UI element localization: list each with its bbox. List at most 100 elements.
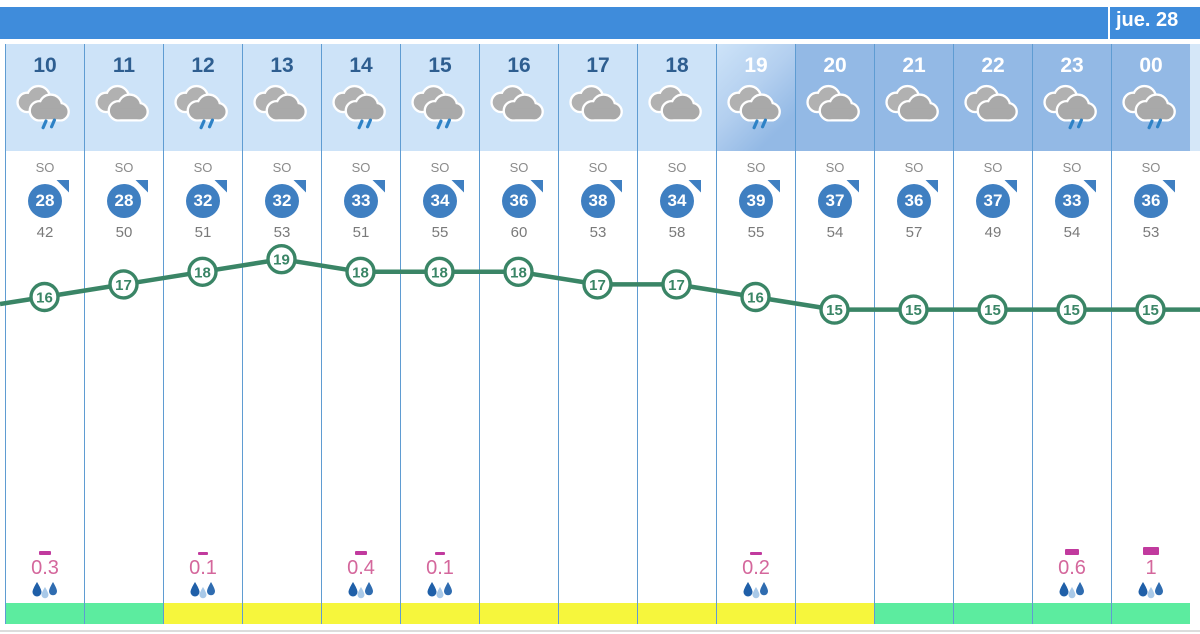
precipitation-cell	[243, 533, 321, 603]
hour-label: 22	[981, 54, 1005, 77]
raindrops-icon	[425, 581, 455, 603]
hour-column[interactable]: 15	[401, 44, 480, 624]
wind-speed-value: 32	[272, 190, 292, 210]
precipitation-cell: 0.3	[6, 533, 84, 603]
temperature-chart-area	[1033, 250, 1111, 533]
hour-column[interactable]: 17	[559, 44, 638, 624]
precipitation-bar	[354, 550, 368, 555]
wind-gust-value: 53	[1142, 224, 1160, 241]
condition-strip	[1033, 603, 1111, 624]
wind-speed-value: 34	[667, 190, 687, 210]
wind-speed-value: 37	[825, 190, 845, 210]
wind-direction-arrow-icon	[688, 179, 701, 193]
hour-column[interactable]: 20	[796, 44, 875, 624]
wind-gust-value: 57	[905, 224, 923, 241]
wind-gust-value: 51	[352, 224, 370, 241]
hour-header: 23	[1033, 44, 1111, 151]
wind-row: 36	[1112, 177, 1190, 224]
wind-row: 34	[638, 177, 716, 224]
wind-speed-value: 36	[904, 190, 924, 210]
next-column-header	[1190, 44, 1200, 151]
cloud-rain-icon	[401, 82, 479, 137]
hour-column[interactable]: 21	[875, 44, 954, 624]
clouds-icon	[796, 82, 874, 137]
wind-direction-label: SO	[904, 160, 924, 175]
precipitation-cell: 0.6	[1033, 533, 1111, 603]
next-column-sliver	[1190, 44, 1200, 624]
condition-strip	[954, 603, 1032, 624]
hour-label: 17	[586, 54, 610, 77]
header-gap	[243, 151, 321, 160]
hour-column[interactable]: 00	[1112, 44, 1191, 624]
wind-speed-badge: 34	[660, 179, 701, 218]
wind-gust-value: 55	[747, 224, 765, 241]
condition-strip	[875, 603, 953, 624]
wind-speed-value: 28	[35, 190, 55, 210]
hour-column[interactable]: 22	[954, 44, 1033, 624]
wind-row: 36	[875, 177, 953, 224]
wind-direction-arrow-icon	[135, 179, 148, 193]
precipitation-cell: 0.2	[717, 533, 795, 603]
wind-speed-badge: 28	[28, 179, 69, 218]
hour-column[interactable]: 16	[480, 44, 559, 624]
wind-row: 33	[322, 177, 400, 224]
wind-row: 39	[717, 177, 795, 224]
wind-speed-badge: 37	[976, 179, 1017, 218]
precipitation-cell: 1	[1112, 533, 1190, 603]
condition-strip	[164, 603, 242, 624]
hour-label: 14	[349, 54, 373, 77]
wind-direction-arrow-icon	[214, 179, 227, 193]
hour-header: 13	[243, 44, 321, 151]
hour-label: 23	[1060, 54, 1084, 77]
raindrops-icon	[1057, 581, 1087, 603]
wind-gust-value: 54	[826, 224, 844, 241]
hour-header: 00	[1112, 44, 1190, 151]
wind-speed-value: 36	[1141, 190, 1161, 210]
hour-label: 00	[1139, 54, 1163, 77]
precipitation-cell: 0.4	[322, 533, 400, 603]
hour-column[interactable]: 11	[85, 44, 164, 624]
header-gap	[875, 151, 953, 160]
condition-strip	[796, 603, 874, 624]
hour-header: 17	[559, 44, 637, 151]
cloud-rain-icon	[6, 82, 84, 137]
header-separator	[0, 39, 1200, 44]
clouds-icon	[243, 82, 321, 137]
wind-row: 34	[401, 177, 479, 224]
hour-label: 13	[270, 54, 294, 77]
hour-column[interactable]: 14	[322, 44, 401, 624]
header-gap	[954, 151, 1032, 160]
wind-direction-label: SO	[825, 160, 845, 175]
hour-header: 14	[322, 44, 400, 151]
hour-column[interactable]: 18	[638, 44, 717, 624]
hour-label: 15	[428, 54, 452, 77]
raindrops-icon	[188, 581, 218, 603]
wind-row: 37	[954, 177, 1032, 224]
temperature-chart-area	[1112, 250, 1190, 533]
temperature-chart-area	[638, 250, 716, 533]
temperature-chart-area	[6, 250, 84, 533]
raindrops-icon	[741, 581, 771, 603]
wind-direction-label: SO	[272, 160, 292, 175]
hour-column[interactable]: 12	[164, 44, 243, 624]
header-gap	[6, 151, 84, 160]
wind-speed-value: 38	[588, 190, 608, 210]
precipitation-value: 0.1	[426, 557, 454, 579]
raindrops-icon	[30, 581, 60, 603]
hour-column[interactable]: 19	[717, 44, 796, 624]
cloud-rain-icon	[717, 82, 795, 137]
wind-gust-value: 53	[589, 224, 607, 241]
header-gap	[1112, 151, 1190, 160]
cloud-rain-icon	[164, 82, 242, 137]
hour-header: 20	[796, 44, 874, 151]
hour-header: 11	[85, 44, 163, 151]
wind-direction-label: SO	[1141, 160, 1161, 175]
hour-column[interactable]: 23	[1033, 44, 1112, 624]
hour-header: 22	[954, 44, 1032, 151]
wind-speed-value: 33	[351, 190, 371, 210]
wind-direction-label: SO	[746, 160, 766, 175]
wind-speed-value: 37	[983, 190, 1003, 210]
hour-column[interactable]: 13	[243, 44, 322, 624]
hour-column[interactable]: 10	[6, 44, 85, 624]
